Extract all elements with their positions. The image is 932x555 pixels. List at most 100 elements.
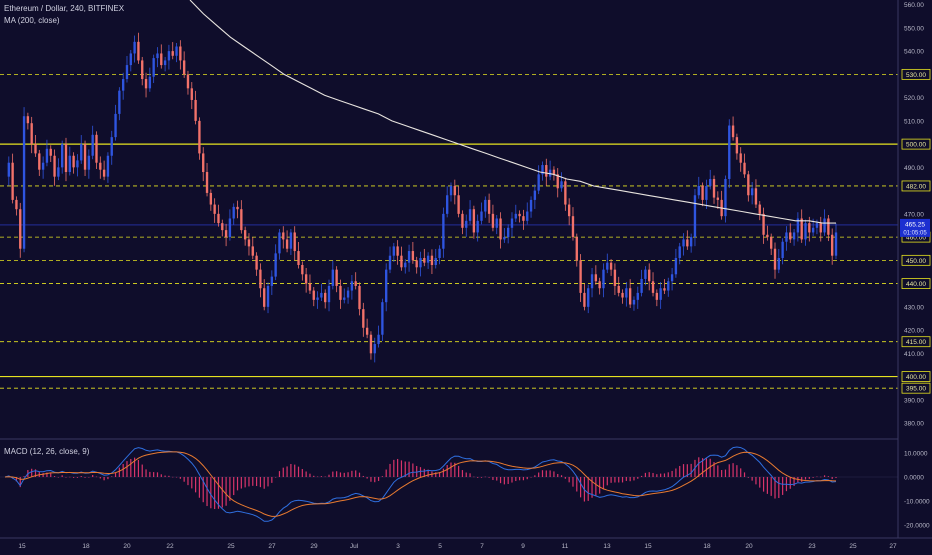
- macd-histogram-bar: [480, 477, 483, 478]
- macd-histogram-bar: [206, 477, 208, 507]
- time-tick-label: 7: [480, 543, 484, 550]
- candle-body: [320, 292, 323, 298]
- macd-histogram-bar: [145, 469, 147, 477]
- candle-body: [731, 125, 735, 138]
- candle-body: [560, 181, 563, 189]
- candle-body: [304, 274, 308, 284]
- candle-body: [476, 220, 479, 233]
- macd-histogram-bar: [587, 477, 589, 501]
- ma-indicator-label[interactable]: MA (200, close): [4, 16, 60, 25]
- macd-histogram-bar: [568, 477, 570, 483]
- macd-histogram-bar: [236, 477, 239, 491]
- candle-body: [811, 227, 815, 233]
- candle-body: [404, 262, 407, 268]
- candle-body: [484, 199, 487, 212]
- candle-body: [236, 206, 239, 210]
- macd-histogram-bar: [15, 477, 18, 482]
- macd-histogram-bar: [679, 465, 681, 477]
- macd-histogram-bar: [385, 469, 387, 477]
- candle-body: [289, 232, 293, 249]
- candle-body: [651, 281, 655, 293]
- candle-body: [251, 246, 254, 256]
- candle-body: [72, 155, 75, 168]
- candle-body: [571, 216, 575, 238]
- macd-histogram-bar: [347, 472, 349, 477]
- macd-histogram-bar: [107, 477, 109, 480]
- macd-histogram-bar: [267, 477, 269, 487]
- candle-body: [95, 134, 98, 163]
- candle-body: [499, 218, 502, 240]
- candle-body: [716, 197, 720, 200]
- macd-histogram-bar: [435, 472, 437, 477]
- candle-body: [747, 174, 750, 196]
- macd-histogram-bar: [244, 477, 246, 488]
- macd-signal-line: [4, 451, 837, 517]
- macd-histogram-bar: [606, 477, 608, 486]
- level-tag-label: 500.00: [906, 142, 926, 149]
- candle-body: [697, 185, 700, 196]
- macd-histogram-bar: [469, 473, 471, 477]
- candle-body: [179, 46, 182, 61]
- macd-histogram-bar: [759, 477, 761, 488]
- macd-histogram-bar: [667, 472, 669, 477]
- macd-histogram-bar: [221, 477, 223, 508]
- candle-body: [682, 239, 685, 247]
- candle-body: [674, 258, 678, 275]
- candle-body: [537, 174, 540, 191]
- macd-indicator-label[interactable]: MACD (12, 26, close, 9): [4, 447, 90, 456]
- macd-histogram-bar: [629, 477, 631, 482]
- level-tag-label: 530.00: [906, 72, 926, 79]
- candle-body: [381, 302, 384, 335]
- candle-body: [815, 223, 819, 228]
- macd-histogram-bar: [309, 473, 311, 477]
- candle-body: [182, 60, 186, 75]
- candle-body: [232, 206, 235, 219]
- candle-body: [529, 199, 533, 212]
- candle-body: [354, 281, 357, 286]
- candle-body: [621, 292, 624, 298]
- candle-body: [41, 162, 45, 170]
- price-tick-label: 560.00: [904, 2, 924, 9]
- candle-body: [785, 232, 788, 242]
- macd-histogram-bar: [164, 475, 166, 477]
- macd-histogram-bar: [534, 475, 536, 477]
- macd-histogram-bar: [458, 465, 460, 477]
- candle-body: [545, 165, 548, 177]
- macd-histogram-bar: [507, 477, 509, 484]
- macd-histogram-bar: [175, 476, 178, 478]
- candle-body: [194, 99, 197, 121]
- candle-body: [167, 51, 171, 61]
- candle-body: [308, 283, 312, 291]
- candle-body: [141, 60, 144, 80]
- candle-body: [526, 211, 529, 221]
- price-tick-label: 410.00: [904, 351, 924, 358]
- macd-histogram-bar: [282, 467, 284, 477]
- candle-body: [312, 290, 315, 300]
- macd-histogram-bar: [442, 468, 444, 477]
- macd-histogram-bar: [515, 477, 517, 482]
- candle-body: [396, 246, 399, 256]
- candle-body: [754, 188, 758, 205]
- time-tick-label: 18: [703, 543, 711, 550]
- macd-histogram-bar: [118, 467, 120, 477]
- candle-body: [606, 262, 609, 270]
- candle-body: [792, 232, 796, 240]
- level-tag-label: 395.00: [906, 386, 926, 393]
- candle-body: [274, 253, 277, 277]
- macd-histogram-bar: [225, 477, 227, 506]
- candle-body: [350, 281, 354, 291]
- macd-histogram-bar: [560, 475, 563, 477]
- macd-histogram-bar: [625, 477, 627, 481]
- macd-histogram-bar: [301, 469, 303, 477]
- level-tag-label: 482.00: [906, 183, 926, 190]
- time-tick-label: 29: [310, 543, 318, 550]
- macd-histogram-bar: [297, 466, 300, 477]
- candle-body: [83, 144, 87, 170]
- candle-body: [487, 199, 491, 214]
- macd-histogram-bar: [640, 475, 643, 477]
- candle-body: [114, 113, 117, 138]
- candle-body: [632, 299, 636, 305]
- candle-body: [564, 181, 567, 205]
